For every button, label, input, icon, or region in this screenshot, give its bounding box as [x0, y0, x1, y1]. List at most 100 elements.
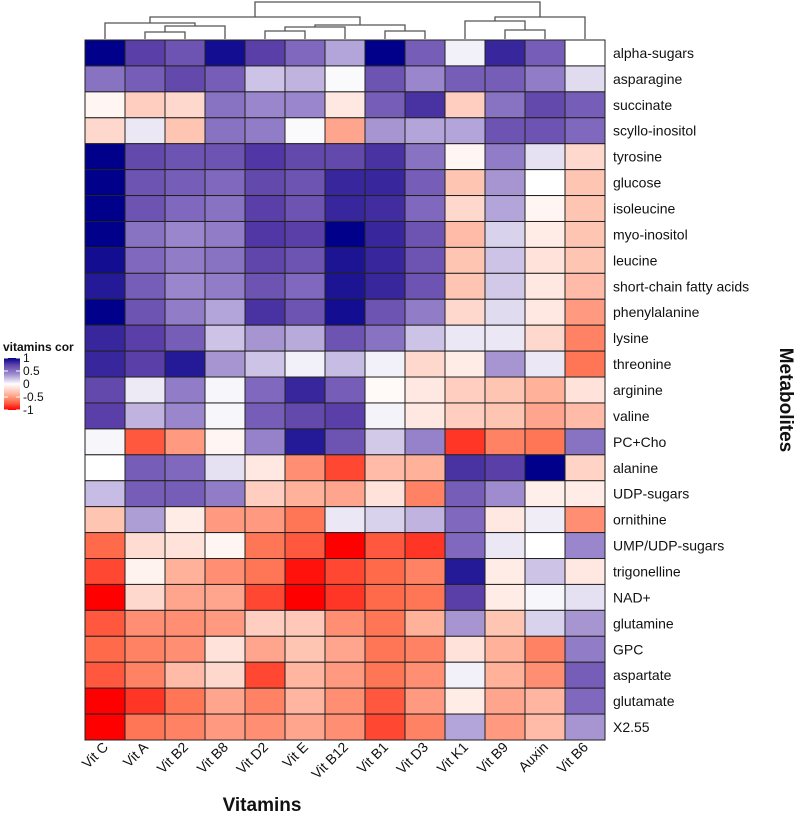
- heatmap-cell: [524, 143, 566, 171]
- y-axis-title: Metabolites: [775, 348, 796, 453]
- heatmap-cell: [364, 220, 406, 248]
- heatmap-cell: [444, 246, 486, 274]
- heatmap-cell: [524, 532, 566, 560]
- heatmap-cell: [204, 65, 246, 93]
- row-label: glutamine: [613, 615, 674, 631]
- heatmap-cell: [84, 428, 126, 456]
- heatmap-cell: [244, 402, 286, 430]
- heatmap-cell: [244, 376, 286, 404]
- column-dendrogram: [104, 1, 586, 39]
- heatmap-cell: [484, 583, 526, 611]
- heatmap-cell: [484, 272, 526, 300]
- heatmap-cell: [524, 635, 566, 663]
- dendrogram-branch: [314, 24, 406, 31]
- heatmap-cell: [484, 65, 526, 93]
- heatmap-cell: [84, 635, 126, 663]
- heatmap-cell: [204, 246, 246, 274]
- heatmap-cell: [284, 609, 326, 637]
- heatmap-cell: [404, 117, 446, 145]
- heatmap-cell: [484, 402, 526, 430]
- heatmap-cell: [244, 583, 286, 611]
- heatmap-cell: [284, 350, 326, 378]
- heatmap-cell: [204, 39, 246, 67]
- heatmap-cell: [404, 506, 446, 534]
- legend-tick-label: 0.5: [23, 364, 40, 378]
- column-label: Vit B9: [474, 739, 512, 777]
- heatmap-cell: [524, 687, 566, 715]
- heatmap-cell: [124, 376, 166, 404]
- heatmap-cell: [564, 532, 606, 560]
- heatmap-cell: [84, 506, 126, 534]
- heatmap-cell: [284, 558, 326, 585]
- heatmap-cell: [564, 220, 606, 248]
- heatmap-cell: [124, 583, 166, 611]
- row-label: arginine: [613, 382, 663, 398]
- heatmap-cell: [484, 298, 526, 326]
- heatmap-cell: [324, 402, 366, 430]
- heatmap-cell: [404, 402, 446, 430]
- heatmap-cell: [364, 298, 406, 326]
- heatmap-cell: [444, 583, 486, 611]
- heatmap-cell: [564, 687, 606, 715]
- column-label: Vit C: [79, 739, 112, 772]
- heatmap-cell: [484, 117, 526, 145]
- heatmap-cell: [244, 65, 286, 93]
- heatmap-cell: [444, 376, 486, 404]
- heatmap-cell: [244, 272, 286, 300]
- heatmap-cell: [364, 583, 406, 611]
- dendrogram-branch: [149, 16, 361, 25]
- heatmap-cell: [124, 91, 166, 119]
- heatmap-cell: [324, 454, 366, 482]
- heatmap-cell: [324, 713, 366, 741]
- heatmap-cell: [524, 169, 566, 197]
- heatmap-cell: [564, 376, 606, 404]
- heatmap-cell: [444, 609, 486, 637]
- column-label: Vit A: [120, 738, 152, 770]
- heatmap-cell: [164, 39, 206, 67]
- heatmap-cell: [404, 246, 446, 274]
- heatmap-cell: [204, 583, 246, 611]
- heatmap-cell: [444, 558, 486, 585]
- heatmap-cell: [204, 298, 246, 326]
- heatmap-cell: [484, 635, 526, 663]
- heatmap-cell: [244, 687, 286, 715]
- heatmap-cell: [484, 195, 526, 222]
- heatmap-cell: [364, 454, 406, 482]
- heatmap-cell: [84, 350, 126, 378]
- row-label: UMP/UDP-sugars: [613, 538, 724, 554]
- heatmap-cell: [164, 454, 206, 482]
- heatmap-cell: [284, 635, 326, 663]
- x-axis-title: Vitamins: [223, 795, 302, 816]
- heatmap-cell: [244, 532, 286, 560]
- heatmap-cell: [364, 65, 406, 93]
- heatmap-cell: [404, 324, 446, 352]
- row-label: glutamate: [613, 693, 675, 709]
- heatmap-cell: [364, 661, 406, 689]
- heatmap-cell: [284, 246, 326, 274]
- row-label: glucose: [613, 175, 661, 191]
- heatmap-cell: [404, 65, 446, 93]
- heatmap-cell: [124, 661, 166, 689]
- heatmap-cell: [564, 635, 606, 663]
- heatmap-cell: [564, 661, 606, 689]
- heatmap-cell: [444, 39, 486, 67]
- heatmap-cell: [284, 376, 326, 404]
- dendrogram-branch: [284, 26, 346, 39]
- heatmap-cell: [244, 91, 286, 119]
- heatmap-cell: [484, 91, 526, 119]
- heatmap-cell: [324, 583, 366, 611]
- heatmap-cell: [404, 454, 446, 482]
- heatmap-cell: [124, 454, 166, 482]
- heatmap-cell: [84, 376, 126, 404]
- heatmap-cell: [244, 220, 286, 248]
- heatmap-cell: [404, 91, 446, 119]
- heatmap-cell: [164, 350, 206, 378]
- heatmap-cell: [324, 350, 366, 378]
- heatmap-cell: [164, 91, 206, 119]
- heatmap-cell: [284, 39, 326, 67]
- column-label: Vit B8: [194, 739, 232, 777]
- heatmap-cell: [404, 169, 446, 197]
- heatmap-cell: [204, 169, 246, 197]
- heatmap-cell: [244, 661, 286, 689]
